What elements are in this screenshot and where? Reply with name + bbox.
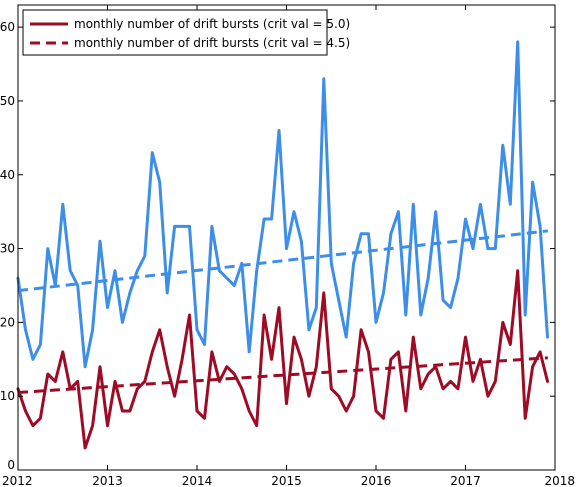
x-tick-label-6: 2018 — [544, 474, 575, 487]
series-layer — [16, 40, 549, 450]
y-tick-label-1: 10 — [0, 389, 15, 403]
trend-layer — [17, 229, 549, 394]
y-axis: 0 10 20 30 40 50 60 — [0, 20, 555, 472]
x-tick-label-2: 2014 — [182, 474, 213, 487]
x-tick-label-3: 2015 — [271, 474, 302, 487]
y-tick-label-0: 0 — [7, 458, 15, 472]
x-tick-label-0: 2012 — [2, 474, 33, 487]
series-line-1 — [16, 40, 549, 369]
legend: monthly number of drift bursts (crit val… — [22, 9, 350, 56]
y-tick-label-2: 20 — [0, 315, 15, 329]
legend-box — [22, 9, 328, 56]
x-tick-label-4: 2016 — [361, 474, 392, 487]
y-tick-label-4: 40 — [0, 168, 15, 182]
series-line-0 — [16, 269, 549, 450]
x-axis: 2012 2013 2014 2015 2016 2017 2018 — [2, 5, 575, 487]
trend-line-0 — [17, 356, 548, 394]
y-tick-label-6: 60 — [0, 20, 15, 34]
y-tick-label-3: 30 — [0, 242, 15, 256]
legend-label-1: monthly number of drift bursts (crit val… — [74, 36, 350, 50]
trend-line-1 — [17, 229, 549, 293]
y-tick-label-5: 50 — [0, 94, 15, 108]
legend-label-0: monthly number of drift bursts (crit val… — [74, 17, 350, 31]
x-tick-label-5: 2017 — [450, 474, 481, 487]
x-tick-label-1: 2013 — [92, 474, 123, 487]
